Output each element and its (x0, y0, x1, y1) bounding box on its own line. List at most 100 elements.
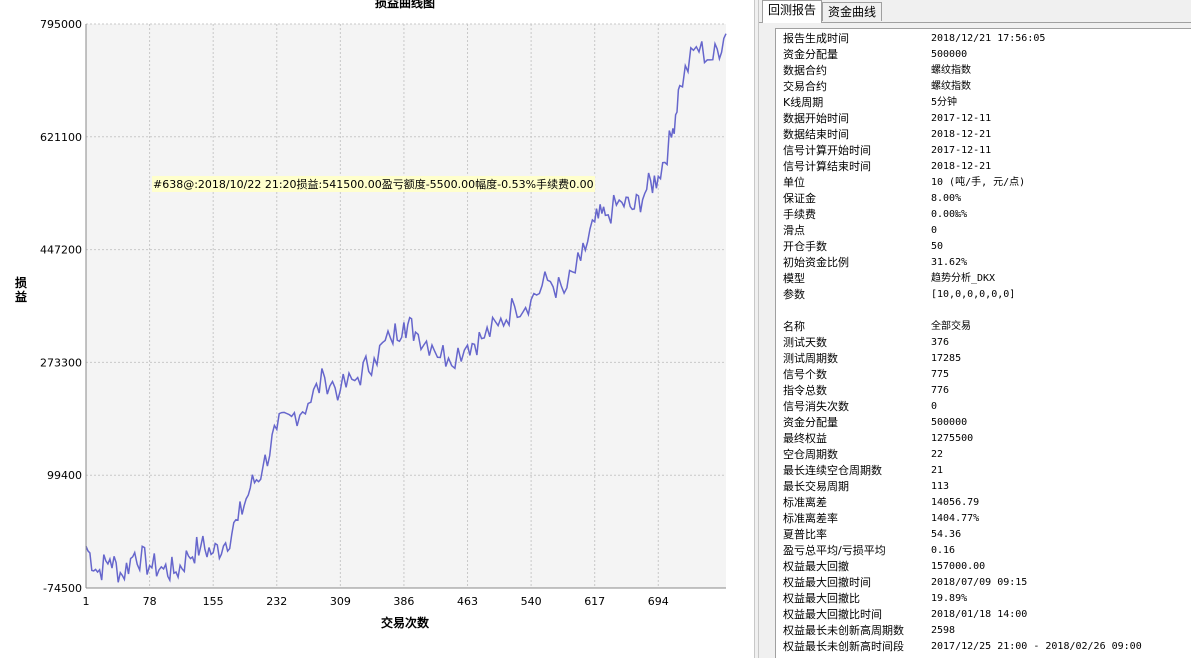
report-value: 2018/01/18 14:00 (931, 609, 1028, 620)
report-value: 螺纹指数 (931, 65, 971, 76)
report-key: 指令总数 (783, 384, 827, 397)
report-key: 信号个数 (783, 368, 827, 381)
report-value: 2017-12-11 (931, 145, 992, 156)
report-value: 50 (931, 241, 944, 252)
tab-bar: 回测报告 资金曲线 (759, 0, 1191, 23)
report-key: 权益最长未创新高周期数 (783, 624, 904, 637)
x-tick-label: 155 (203, 595, 224, 608)
x-tick-label: 694 (648, 595, 669, 608)
report-value: 17285 (931, 353, 962, 364)
chart-title: 损益曲线图 (375, 0, 435, 10)
report-value: 10 (吨/手, 元/点) (931, 177, 1026, 188)
report-key: 权益最大回撤比时间 (783, 608, 882, 621)
x-tick-label: 386 (393, 595, 414, 608)
report-value: 157000.00 (931, 561, 986, 572)
y-tick-label: -74500 (43, 582, 82, 595)
report-key: 最终权益 (783, 432, 827, 445)
report-key: 信号计算开始时间 (783, 144, 871, 157)
report-value: 500000 (931, 417, 968, 428)
report-value: 0.00‰% (931, 209, 968, 220)
report-key: 交易合约 (783, 80, 827, 93)
x-tick-label: 1 (83, 595, 90, 608)
report-value: 全部交易 (931, 321, 971, 332)
report-key: 权益最大回撤时间 (783, 576, 871, 589)
report-key: 数据开始时间 (783, 112, 849, 125)
report-value: 2018-12-21 (931, 129, 992, 140)
report-value: 1275500 (931, 433, 974, 444)
x-tick-label: 78 (143, 595, 157, 608)
report-value: [10,0,0,0,0,0] (931, 289, 1016, 300)
report-key: 夏普比率 (783, 528, 827, 541)
report-key: 保证金 (783, 192, 816, 205)
report-key: K线周期 (783, 96, 824, 109)
report-key: 手续费 (783, 208, 816, 221)
report-key: 模型 (783, 272, 805, 285)
y-tick-label: 99400 (47, 469, 82, 482)
y-axis-ticks: 795000 621100 447200 273300 99400 -74500 (40, 18, 82, 595)
report-value: 31.62% (931, 257, 968, 268)
report-panel: 回测报告 资金曲线 报告生成时间 2018/12/21 17:56:05 资金分配量… (759, 0, 1191, 658)
report-value: 21 (931, 465, 944, 476)
report-key: 空仓周期数 (783, 448, 838, 461)
report-key: 信号计算结束时间 (783, 160, 871, 173)
report-key: 单位 (783, 176, 805, 189)
panel-splitter[interactable] (754, 0, 759, 658)
report-value: 2018/12/21 17:56:05 (931, 33, 1046, 44)
report-key: 数据结束时间 (783, 128, 849, 141)
report-value: 2018/07/09 09:15 (931, 577, 1028, 588)
x-tick-label: 617 (584, 595, 605, 608)
report-value: 776 (931, 385, 950, 396)
report-list: 报告生成时间 2018/12/21 17:56:05 资金分配量 500000 数据合约… (775, 28, 1191, 658)
report-value: 22 (931, 449, 944, 460)
report-key: 测试天数 (783, 336, 827, 349)
report-value: 376 (931, 337, 950, 348)
report-value: 1404.77% (931, 513, 980, 524)
x-tick-label: 463 (457, 595, 478, 608)
tab-backtest-report[interactable]: 回测报告 (762, 0, 823, 23)
report-value: 19.89% (931, 593, 968, 604)
report-key: 参数 (783, 288, 805, 301)
report-key: 权益最大回撤 (783, 560, 849, 573)
report-key: 报告生成时间 (783, 32, 849, 45)
report-value: 0 (931, 225, 938, 236)
report-value: 775 (931, 369, 950, 380)
report-value: 0 (931, 401, 938, 412)
y-tick-label: 795000 (40, 18, 82, 31)
report-key: 滑点 (783, 224, 805, 237)
report-key: 最长交易周期 (783, 480, 849, 493)
report-key: 标准离差率 (783, 512, 838, 525)
report-key: 初始资金比例 (783, 256, 849, 269)
report-value: 0.16 (931, 545, 956, 556)
report-key: 权益最大回撤比 (783, 592, 860, 605)
report-value: 2018-12-21 (931, 161, 992, 172)
crosshair-tooltip: #638@:2018/10/22 21:20损益:541500.00盈亏额度-5… (152, 176, 595, 192)
chart-panel: 损益曲线图 795000 621100 447200 273300 99400 -7450… (14, 0, 727, 630)
report-key: 资金分配量 (783, 48, 838, 61)
y-tick-label: 447200 (40, 244, 82, 257)
x-tick-label: 309 (330, 595, 351, 608)
report-value: 2017-12-11 (931, 113, 992, 124)
report-key: 盈亏总平均/亏损平均 (783, 544, 886, 557)
pnl-series-line (85, 33, 727, 583)
report-key: 资金分配量 (783, 416, 838, 429)
y-tick-label: 621100 (40, 131, 82, 144)
report-key: 开仓手数 (783, 240, 827, 253)
report-value: 螺纹指数 (931, 81, 971, 92)
report-value: 5分钟 (931, 97, 958, 108)
pnl-chart: 损益曲线图 795000 621100 447200 273300 99400 -7450… (40, 0, 727, 630)
report-value: 2598 (931, 625, 956, 636)
x-tick-label: 540 (521, 595, 542, 608)
x-axis-title: 交易次数 (381, 615, 430, 630)
y-axis-title: 损益 (14, 276, 27, 304)
report-value: 2017/12/25 21:00 - 2018/02/26 09:00 (931, 641, 1142, 652)
x-tick-label: 232 (266, 595, 287, 608)
y-tick-label: 273300 (40, 356, 82, 369)
report-value: 14056.79 (931, 497, 980, 508)
report-value: 113 (931, 481, 950, 492)
report-key: 权益最长未创新高时间段 (783, 640, 904, 653)
plot-area (86, 24, 726, 588)
report-value: 8.00% (931, 193, 962, 204)
report-value: 500000 (931, 49, 968, 60)
report-key: 信号消失次数 (783, 400, 849, 413)
tab-equity-curve[interactable]: 资金曲线 (822, 2, 883, 21)
